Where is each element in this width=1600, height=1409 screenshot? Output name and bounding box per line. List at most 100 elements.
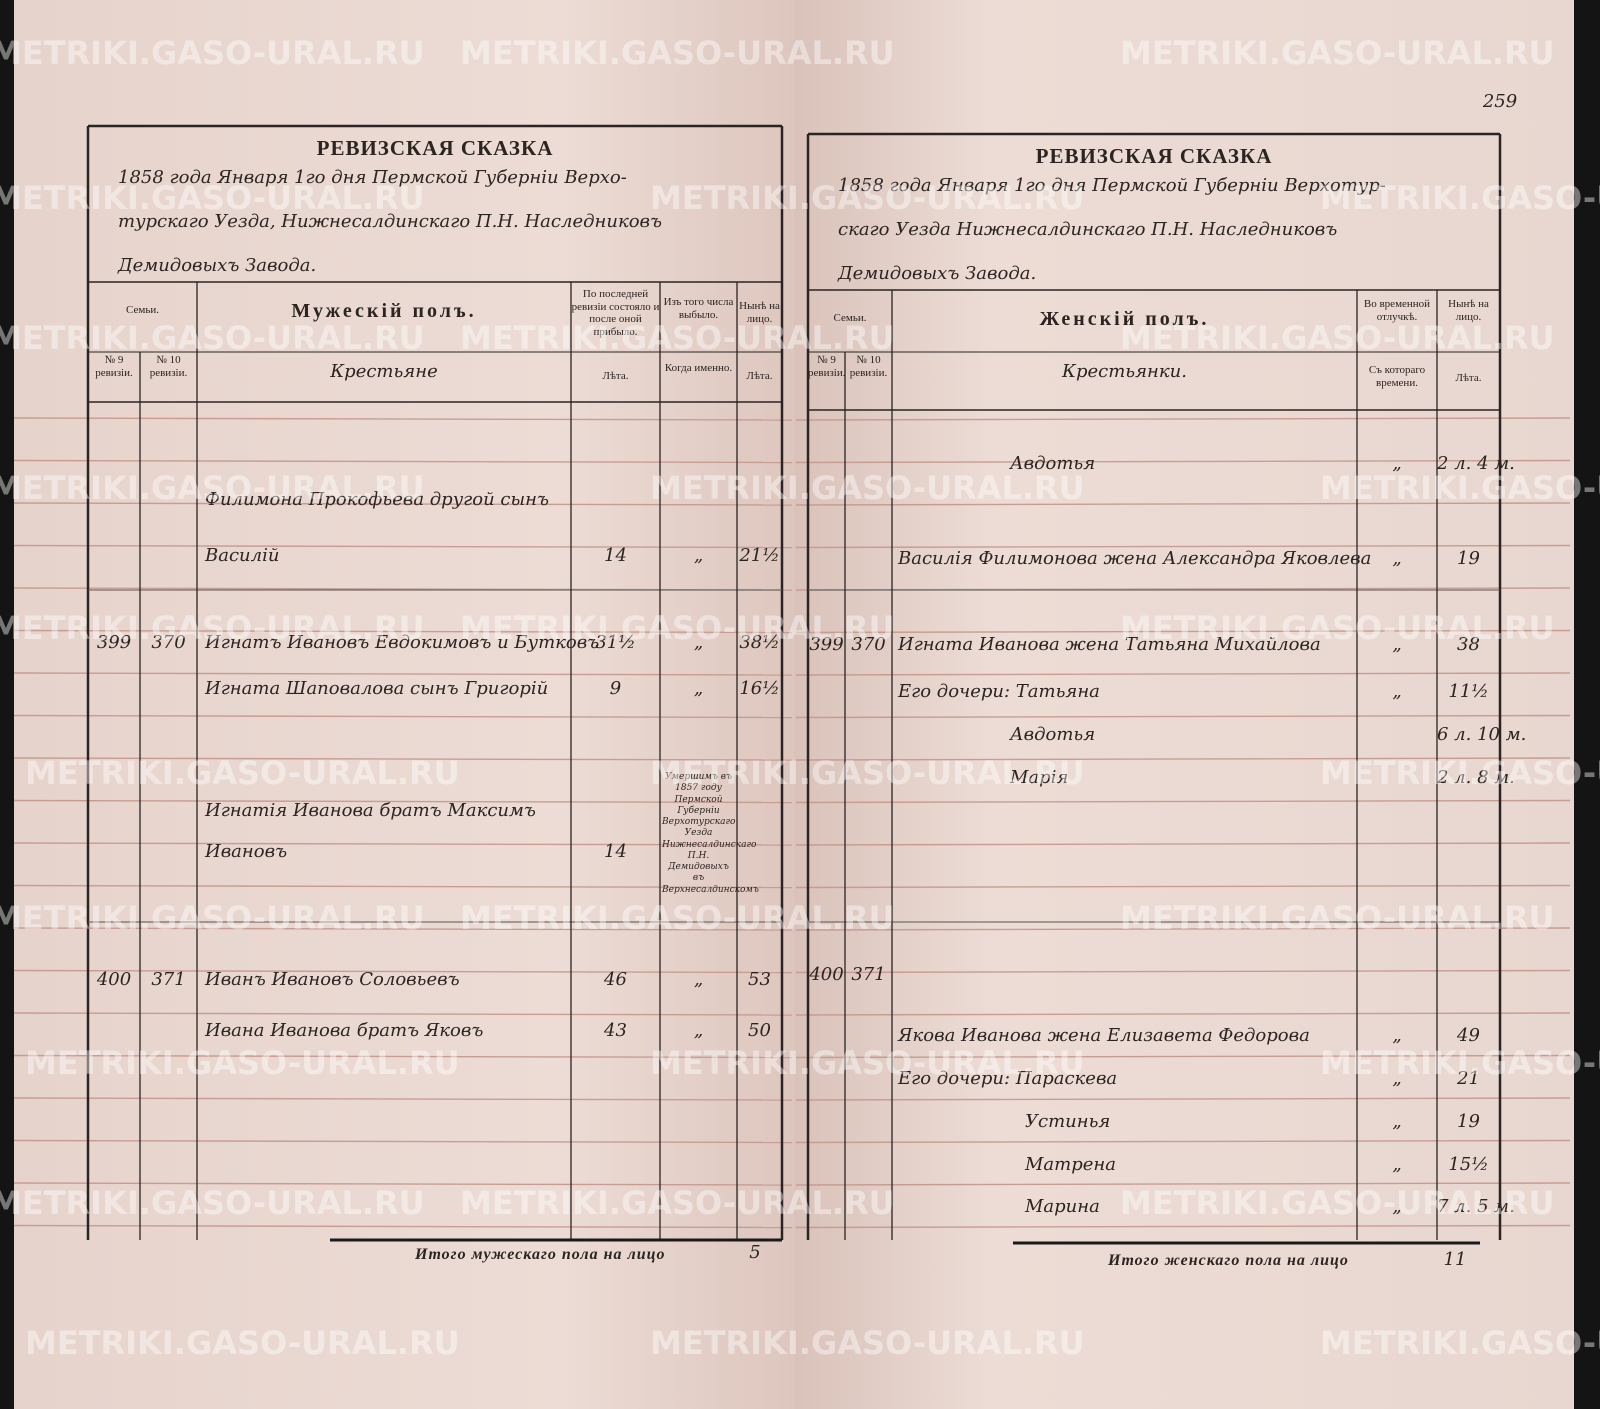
watermark: METRIKI.GASO-URAL.RU <box>0 34 425 72</box>
ruled-line <box>795 842 1571 846</box>
cell-name: Марина <box>1025 1196 1100 1217</box>
cell-away: „ <box>1392 1196 1402 1217</box>
total-label: Итого женскаго пола на лицо <box>1108 1252 1349 1269</box>
watermark: METRIKI.GASO-URAL.RU <box>650 1324 1085 1362</box>
ruled-line <box>13 969 793 974</box>
ruled-line <box>13 714 793 719</box>
watermark: METRIKI.GASO-URAL.RU <box>650 754 1085 792</box>
watermark: METRIKI.GASO-URAL.RU <box>0 469 425 507</box>
column-header: Крестьянки. <box>1062 361 1187 382</box>
ruled-line <box>795 884 1571 889</box>
ruled-line <box>13 927 793 931</box>
ruled-line <box>795 714 1571 719</box>
cell-now: 2 л. 4 м. <box>1437 453 1515 474</box>
heading-line: 1858 года Января 1го дня Пермской Губерн… <box>118 167 627 188</box>
watermark: METRIKI.GASO-URAL.RU <box>460 1184 895 1222</box>
ruled-line <box>13 757 793 761</box>
ruled-line <box>795 1097 1571 1101</box>
cell-now: 21 <box>1457 1068 1480 1089</box>
watermark: METRIKI.GASO-URAL.RU <box>25 1324 460 1362</box>
cell-away: „ <box>1392 634 1402 655</box>
page-title: РЕВИЗСКАЯ СКАЗКА <box>1035 144 1273 168</box>
cell-name: Его дочери: Параскева <box>898 1068 1118 1089</box>
watermark: METRIKI.GASO-URAL.RU <box>650 1044 1085 1082</box>
watermark: METRIKI.GASO-URAL.RU <box>1320 1324 1600 1362</box>
cell-name: Авдотья <box>1010 724 1096 745</box>
heading-line: Демидовыхъ Завода. <box>838 263 1037 284</box>
column-header: № 9 ревизіи. <box>95 354 133 379</box>
heading-line: скаго Уезда Нижнесалдинскаго П.Н. Наслед… <box>838 219 1338 240</box>
ruled-line <box>13 1054 793 1059</box>
left-page <box>14 0 794 1409</box>
column-header: Лѣта. <box>1455 372 1482 384</box>
cell-now: 50 <box>748 1020 771 1041</box>
ruled-line <box>13 629 793 634</box>
cell-name: Матрена <box>1025 1154 1116 1175</box>
watermark: METRIKI.GASO-URAL.RU <box>460 609 895 647</box>
cell-away: „ <box>1392 1025 1402 1046</box>
watermark: METRIKI.GASO-URAL.RU <box>1120 1184 1555 1222</box>
watermark: METRIKI.GASO-URAL.RU <box>1120 609 1555 647</box>
ruled-line <box>13 1139 793 1144</box>
ruled-line <box>795 969 1571 974</box>
heading-line: Демидовыхъ Завода. <box>118 255 317 276</box>
column-header: Женскій полъ. <box>1039 308 1210 330</box>
ruled-line <box>13 502 793 506</box>
ruled-line <box>795 799 1571 804</box>
cell-name: Филимона Прокофьева другой сынъ <box>205 489 549 510</box>
page-number: 259 <box>1482 91 1518 112</box>
watermark: METRIKI.GASO-URAL.RU <box>25 1044 460 1082</box>
cell-name: Марія <box>1010 767 1069 788</box>
column-header: Семьи. <box>126 304 159 316</box>
column-header: Нынѣ на лицо. <box>739 300 780 325</box>
cell-name: Ивановъ <box>205 841 288 862</box>
cell-now: 53 <box>748 969 771 990</box>
ruled-line <box>795 1139 1571 1144</box>
column-header: Когда именно. <box>664 362 733 374</box>
cell-name: Иванъ Ивановъ Соловьевъ <box>205 969 460 990</box>
column-header: № 10 ревизіи. <box>149 354 188 379</box>
ruled-line <box>795 1182 1571 1186</box>
cell-now: 15½ <box>1448 1154 1489 1175</box>
cell-no10: 371 <box>851 964 886 985</box>
cell-now: 19 <box>1457 1111 1480 1132</box>
cell-prev: 9 <box>609 678 622 699</box>
cell-prev: 14 <box>604 841 627 862</box>
watermark: METRIKI.GASO-URAL.RU <box>460 899 895 937</box>
cell-away: „ <box>1392 1154 1402 1175</box>
cell-left: „ <box>693 1020 704 1041</box>
cell-name: Устинья <box>1025 1111 1111 1132</box>
watermark: METRIKI.GASO-URAL.RU <box>1320 469 1600 507</box>
total-label: Итого мужескаго пола на лицо <box>415 1246 666 1263</box>
column-header: Во временной отлучкѣ. <box>1363 298 1431 323</box>
cell-away: „ <box>1392 548 1402 569</box>
watermark: METRIKI.GASO-URAL.RU <box>460 319 895 357</box>
cell-away: „ <box>1392 1111 1402 1132</box>
cell-name: Авдотья <box>1010 453 1096 474</box>
ruled-line <box>13 544 793 549</box>
column-header: Лѣта. <box>746 370 773 382</box>
cell-away: „ <box>1392 681 1402 702</box>
ruled-line <box>795 629 1571 634</box>
cell-left: „ <box>693 678 704 699</box>
cell-now: 6 л. 10 м. <box>1437 724 1527 745</box>
ruled-line <box>13 672 793 676</box>
ruled-line <box>13 417 793 421</box>
watermark: METRIKI.GASO-URAL.RU <box>0 1184 425 1222</box>
watermark: METRIKI.GASO-URAL.RU <box>0 319 425 357</box>
watermark: METRIKI.GASO-URAL.RU <box>1120 319 1555 357</box>
column-header: № 10 ревизіи. <box>849 354 888 379</box>
ruled-line <box>795 672 1571 676</box>
column-header: Крестьяне <box>330 361 438 382</box>
ruled-line <box>795 459 1571 464</box>
ruled-line <box>13 1182 793 1186</box>
watermark: METRIKI.GASO-URAL.RU <box>0 179 425 217</box>
cell-name: Игнатъ Ивановъ Евдокимовъ и Бутковъ <box>205 632 600 653</box>
cell-now: 19 <box>1457 548 1480 569</box>
watermark: METRIKI.GASO-URAL.RU <box>1320 179 1600 217</box>
total-value: 5 <box>749 1242 761 1263</box>
ruled-line <box>795 1224 1571 1229</box>
ruled-line <box>13 459 793 464</box>
cell-prev: 46 <box>604 969 627 990</box>
